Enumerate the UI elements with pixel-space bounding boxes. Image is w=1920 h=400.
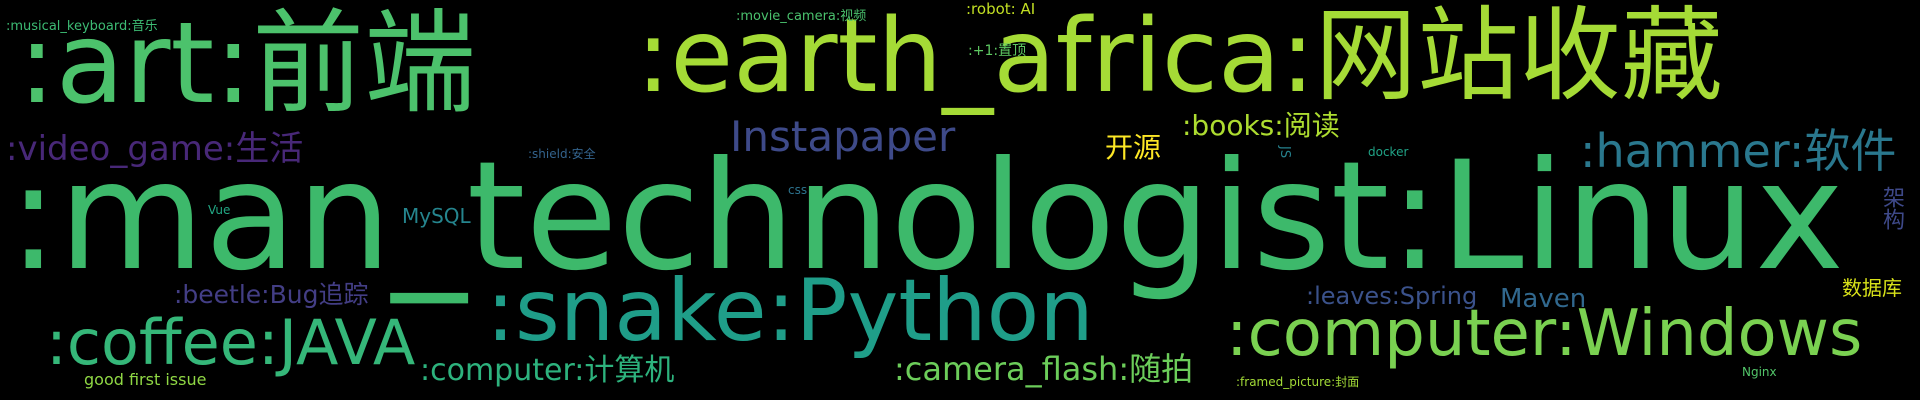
tag-hammer-software[interactable]: :hammer:软件 [1580, 124, 1897, 178]
tag-books-reading[interactable]: :books:阅读 [1182, 109, 1340, 142]
tag-instapaper[interactable]: Instapaper [730, 112, 956, 161]
tag-musical-keyboard-music[interactable]: :musical_keyboard:音乐 [6, 19, 158, 34]
tag-snake-python[interactable]: :snake:Python [486, 261, 1094, 361]
tag-docker[interactable]: docker [1368, 145, 1409, 159]
tag-mysql[interactable]: MySQL [402, 204, 471, 228]
tag-open-source[interactable]: 开源 [1105, 131, 1162, 164]
tag-beetle-bug-tracking[interactable]: :beetle:Bug追踪 [174, 280, 369, 309]
tag-computer-science[interactable]: :computer:计算机 [420, 353, 675, 388]
tag-robot-ai[interactable]: :robot: AI [966, 0, 1036, 18]
tag-database[interactable]: 数据库 [1842, 276, 1902, 300]
tag-camera-flash-snapshots[interactable]: :camera_flash:随拍 [894, 350, 1194, 388]
tag-nginx[interactable]: Nginx [1742, 365, 1777, 379]
tag-man-technologist-linux[interactable]: :man_technologist:Linux [8, 130, 1845, 304]
tag-earth-africa-websites[interactable]: :earth_africa:网站收藏 [636, 0, 1723, 116]
tag-js[interactable]: JS [1277, 146, 1292, 159]
tag-css[interactable]: css [788, 183, 808, 197]
tag-leaves-spring[interactable]: :leaves:Spring [1306, 282, 1478, 310]
tag-art-frontend[interactable]: :art:前端 [18, 0, 477, 129]
tag-coffee-java[interactable]: :coffee:JAVA [46, 306, 416, 379]
tag-vue[interactable]: Vue [208, 203, 231, 217]
tag-video-game-life[interactable]: :video_game:生活 [6, 129, 304, 169]
tag-computer-windows[interactable]: :computer:Windows [1226, 297, 1863, 371]
tag-good-first-issue[interactable]: good first issue [84, 370, 207, 389]
tag-movie-camera-video[interactable]: :movie_camera:视频 [736, 9, 867, 24]
tag-architecture[interactable]: 架构 [1879, 186, 1904, 230]
tag-shield-security[interactable]: :shield:安全 [528, 147, 596, 161]
tag-maven[interactable]: Maven [1500, 284, 1587, 314]
tag-framed-picture-cover[interactable]: :framed_picture:封面 [1236, 375, 1360, 389]
tag-plus-one-pinned[interactable]: :+1:置顶 [968, 43, 1027, 59]
